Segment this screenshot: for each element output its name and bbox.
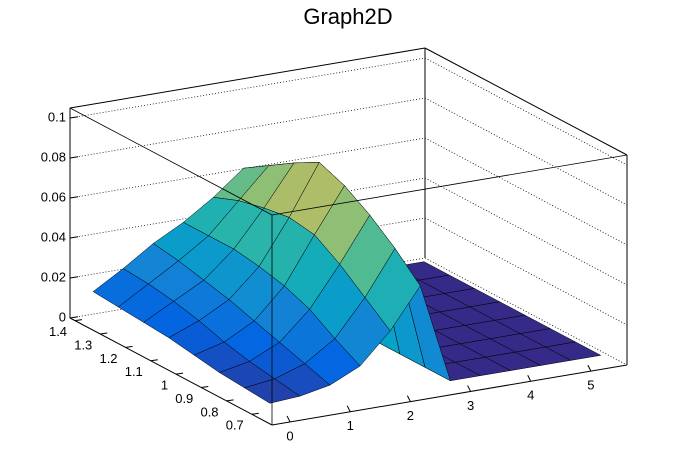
z-tick-label: 0.1 [48, 109, 66, 124]
z-tick-label: 0.02 [41, 269, 66, 284]
y-tick-label: 0.9 [175, 391, 193, 406]
x-tick [467, 385, 472, 392]
z-tick [69, 196, 79, 199]
x-tick-label: 1 [347, 418, 354, 433]
x-tick [346, 405, 351, 413]
box-edge [271, 154, 628, 216]
y-tick [100, 332, 108, 335]
x-tick [587, 364, 592, 372]
box-edge [424, 47, 628, 156]
y-tick-label: 1.2 [99, 351, 117, 366]
x-tick-label: 2 [407, 408, 414, 423]
x-tick-label: 5 [587, 378, 594, 393]
y-tick-label: 1.1 [125, 364, 143, 379]
y-tick [175, 372, 184, 375]
box-edge [69, 47, 426, 109]
y-tick [150, 359, 158, 362]
z-tick-label: 0.04 [41, 229, 66, 244]
z-tick [69, 316, 79, 319]
x-tick [406, 395, 411, 402]
x-tick-label: 3 [467, 398, 474, 413]
z-tick-label: 0.06 [41, 189, 66, 204]
chart-title: Graph2D [303, 4, 392, 29]
y-tick [251, 412, 259, 415]
x-tick [527, 375, 532, 382]
y-tick-label: 1 [161, 378, 168, 393]
y-tick-label: 1.4 [49, 324, 67, 339]
y-tick-label: 0.8 [200, 404, 218, 419]
z-tick [69, 236, 79, 239]
grid-line [69, 97, 628, 206]
y-tick [125, 345, 133, 348]
z-tick [69, 156, 79, 159]
box-edge [69, 107, 273, 216]
z-tick-label: 0.08 [41, 149, 66, 164]
y-tick [74, 319, 83, 322]
y-axis [69, 317, 273, 426]
z-tick [69, 276, 79, 279]
y-tick-label: 0.7 [226, 418, 244, 433]
x-tick-label: 4 [527, 388, 534, 403]
y-tick-label: 1.3 [74, 337, 92, 352]
x-axis [271, 364, 628, 426]
grid-line [69, 57, 628, 166]
y-tick [226, 399, 234, 402]
z-tick-label: 0 [59, 309, 66, 324]
x-tick-label: 0 [286, 428, 293, 443]
z-tick [69, 116, 79, 119]
y-tick [201, 386, 209, 389]
grid-line [69, 137, 628, 246]
x-tick [286, 415, 291, 423]
